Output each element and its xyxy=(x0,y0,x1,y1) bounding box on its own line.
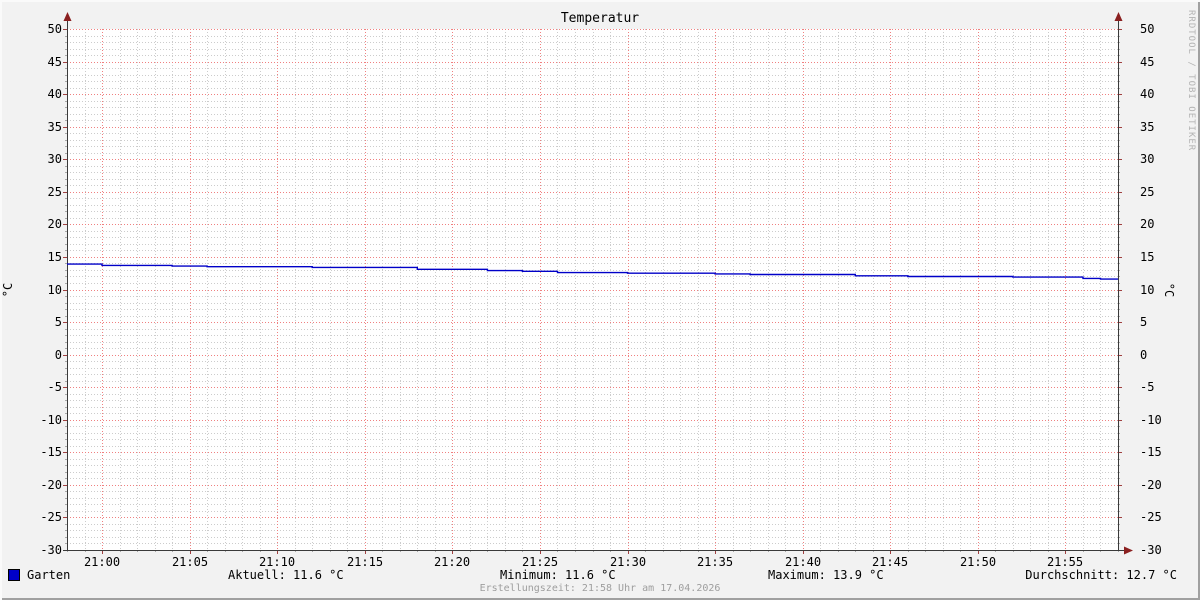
y-axis-tick-label-right: 25 xyxy=(1140,185,1155,199)
rrdtool-watermark: RRDTOOL / TOBI OETIKER xyxy=(1186,10,1196,152)
y-axis-tick-label-right: 40 xyxy=(1140,87,1155,101)
y-axis-tick-label-right: 5 xyxy=(1140,315,1148,329)
x-axis-tick-label: 21:30 xyxy=(609,555,647,569)
y-axis-tick-label-left: -10 xyxy=(40,413,62,427)
legend-item-garten: Garten xyxy=(8,568,70,582)
y-axis-tick-label-left: -5 xyxy=(47,380,62,394)
legend-row: Garten Aktuell: 11.6 °C Minimum: 11.6 °C… xyxy=(0,568,1200,583)
y-axis-tick-label-left: 35 xyxy=(47,120,62,134)
y-axis-tick-label-left: 40 xyxy=(47,87,62,101)
y-axis-tick-label-left: 0 xyxy=(54,348,62,362)
x-axis-tick-label: 21:50 xyxy=(959,555,997,569)
x-axis-tick-label: 21:55 xyxy=(1046,555,1084,569)
y-axis-tick-label-right: 45 xyxy=(1140,55,1155,69)
stat-minimum: Minimum: 11.6 °C xyxy=(500,568,616,582)
y-axis-tick-label-right: 50 xyxy=(1140,22,1155,36)
y-axis-tick-label-left: 45 xyxy=(47,55,62,69)
series-color-swatch xyxy=(8,569,20,581)
x-axis-tick-label: 21:05 xyxy=(171,555,209,569)
y-axis-tick-label-right: -5 xyxy=(1140,380,1155,394)
y-axis-tick-label-left: 5 xyxy=(54,315,62,329)
stat-average: Durchschnitt: 12.7 °C xyxy=(1025,568,1177,582)
x-axis-tick-label: 21:20 xyxy=(433,555,471,569)
y-axis-tick-label-left: 30 xyxy=(47,152,62,166)
y-axis-tick-label-right: 0 xyxy=(1140,348,1148,362)
y-axis-tick-label-left: -20 xyxy=(40,478,62,492)
y-axis-tick-label-left: 10 xyxy=(47,283,62,297)
y-axis-tick-label-left: -15 xyxy=(40,445,62,459)
y-axis-tick-label-left: 25 xyxy=(47,185,62,199)
y-axis-tick-label-right: 30 xyxy=(1140,152,1155,166)
x-axis-tick-label: 21:15 xyxy=(346,555,384,569)
y-axis-tick-label-right: 35 xyxy=(1140,120,1155,134)
y-axis-tick-label-left: 15 xyxy=(47,250,62,264)
x-axis-tick-label: 21:25 xyxy=(521,555,559,569)
graph-title: Temperatur xyxy=(560,11,640,26)
y-axis-tick-label-right: 15 xyxy=(1140,250,1155,264)
y-axis-unit-left: °C xyxy=(1,282,15,298)
y-axis-tick-label-left: 50 xyxy=(47,22,62,36)
x-axis-tick-label: 21:10 xyxy=(258,555,296,569)
y-axis-tick-label-right: -15 xyxy=(1140,445,1162,459)
y-axis-tick-label-right: -30 xyxy=(1140,543,1162,557)
y-axis-tick-label-left: -25 xyxy=(40,510,62,524)
y-axis-tick-label-right: -10 xyxy=(1140,413,1162,427)
y-axis-tick-label-left: 20 xyxy=(47,217,62,231)
y-axis-tick-label-right: -25 xyxy=(1140,510,1162,524)
x-axis-tick-label: 21:00 xyxy=(83,555,121,569)
series-label: Garten xyxy=(27,568,71,582)
x-axis-tick-label: 21:45 xyxy=(871,555,909,569)
stat-maximum: Maximum: 13.9 °C xyxy=(768,568,884,582)
y-axis-tick-label-right: -20 xyxy=(1140,478,1162,492)
creation-timestamp: Erstellungszeit: 21:58 Uhr am 17.04.2026 xyxy=(479,583,721,594)
y-axis-tick-label-right: 10 xyxy=(1140,283,1155,297)
x-axis-tick-label: 21:40 xyxy=(784,555,822,569)
x-axis-tick-label: 21:35 xyxy=(696,555,734,569)
y-axis-tick-label-right: 20 xyxy=(1140,217,1155,231)
y-axis-tick-label-left: -30 xyxy=(40,543,62,557)
stat-current: Aktuell: 11.6 °C xyxy=(228,568,344,582)
